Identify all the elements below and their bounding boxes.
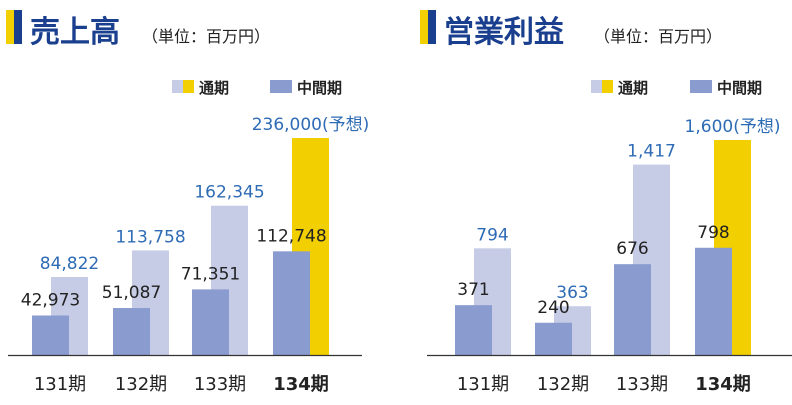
legend-label: 中間期 (717, 79, 762, 97)
data-label-interim: 71,351 (181, 264, 240, 284)
x-tick-label: 134期 (695, 374, 751, 395)
legend-item-2: 中間期 (270, 79, 342, 97)
bar-interim (113, 308, 150, 355)
x-tick-label: 132期 (115, 374, 167, 395)
legend-swatch (690, 80, 712, 93)
data-label-interim: 371 (457, 280, 489, 300)
data-label-interim: 240 (537, 298, 569, 318)
data-label-interim: 676 (616, 239, 648, 259)
chart-title: 売上高 (30, 15, 120, 50)
x-tick-label: 133期 (616, 374, 668, 395)
x-tick-label: 131期 (457, 374, 509, 395)
data-label-interim: 798 (697, 223, 729, 243)
bar-interim (32, 315, 69, 355)
data-label-full-year: 162,345 (194, 183, 264, 203)
data-label-full-year: 236,000(予想) (252, 115, 370, 135)
title-accent-yellow (420, 10, 428, 44)
x-tick-label: 133期 (194, 374, 246, 395)
bar-interim (614, 264, 651, 355)
data-label-interim: 51,087 (102, 283, 161, 303)
x-tick-label: 134期 (273, 374, 329, 395)
title-accent-blue (428, 10, 436, 44)
data-label-full-year: 1,600(予想) (685, 117, 781, 137)
legend-swatch (270, 80, 292, 93)
bar-interim (192, 289, 229, 355)
title-accent-yellow (6, 10, 14, 44)
legend-swatch-forecast (602, 80, 613, 93)
data-label-interim: 42,973 (21, 290, 80, 310)
data-label-full-year: 84,822 (40, 254, 99, 274)
chart-subtitle: （単位：百万円） (142, 27, 270, 46)
x-tick-label: 132期 (537, 374, 589, 395)
x-tick-label: 131期 (34, 374, 86, 395)
legend-swatch (172, 80, 183, 93)
bar-interim (535, 322, 572, 355)
data-label-interim: 112,748 (256, 226, 326, 246)
legend-item-1: 通期 (591, 79, 648, 97)
legend-label: 中間期 (297, 79, 342, 97)
data-label-full-year: 363 (556, 283, 588, 303)
chart-title: 営業利益 (444, 15, 564, 50)
bar-interim (695, 247, 732, 355)
chart-subtitle: （単位：百万円） (594, 27, 722, 46)
data-label-full-year: 1,417 (627, 142, 676, 162)
bar-interim (455, 305, 492, 355)
legend-item-2: 中間期 (690, 79, 762, 97)
legend-swatch-forecast (183, 80, 194, 93)
data-label-full-year: 113,758 (115, 227, 185, 247)
legend-label: 通期 (618, 79, 648, 97)
bar-interim (273, 251, 310, 355)
legend-label: 通期 (199, 79, 229, 97)
title-accent-blue (14, 10, 22, 44)
data-label-full-year: 794 (476, 225, 508, 245)
legend-swatch (591, 80, 602, 93)
legend-item-1: 通期 (172, 79, 229, 97)
chart-panel-1: 売上高 （単位：百万円） 通期 中間期 84,822 42,973 131期 113,758 5… (6, 10, 369, 395)
